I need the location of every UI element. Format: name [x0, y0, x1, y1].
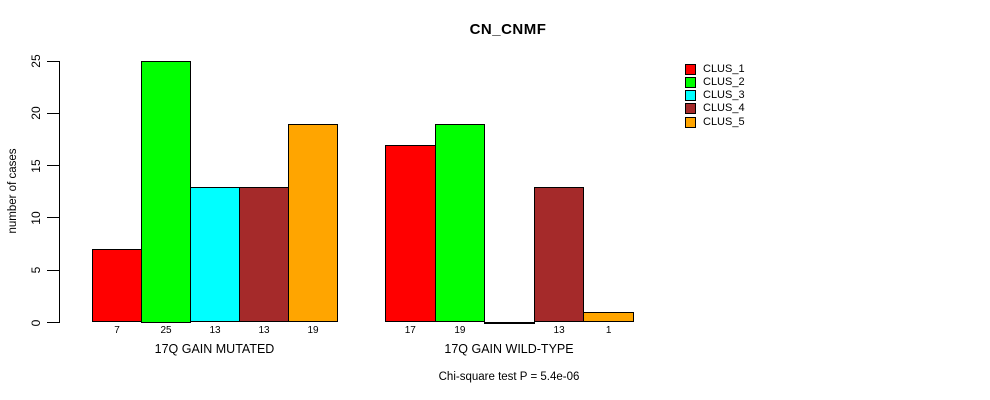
legend-swatch-clus_4: [685, 103, 696, 115]
category-label-mutated: 17Q GAIN MUTATED: [154, 342, 275, 356]
bar-value-label: 25: [160, 325, 172, 336]
y-tick-mark: [47, 322, 59, 323]
bar-clus_2-group2: [434, 123, 486, 323]
bar-value-label: 13: [258, 325, 270, 336]
legend-swatch-clus_5: [685, 116, 696, 128]
legend-label: CLUS_3: [703, 89, 745, 102]
bar-value-label: 13: [553, 325, 565, 336]
y-tick-mark: [47, 269, 59, 271]
bar-clus_2-group1: [141, 61, 191, 323]
y-tick-label: 5: [29, 266, 43, 274]
legend-label: CLUS_1: [703, 62, 745, 75]
y-tick-mark: [47, 217, 59, 219]
y-tick-label: 25: [29, 54, 43, 68]
category-label-wild-type: 17Q GAIN WILD-TYPE: [444, 342, 574, 356]
bar-value-label: 17: [404, 325, 416, 336]
bar-clus_3-group1: [190, 186, 240, 323]
bar-value-label: 19: [454, 325, 466, 336]
legend-label: CLUS_4: [703, 102, 745, 115]
bar-value-label: 13: [209, 325, 221, 336]
y-tick-mark: [47, 60, 59, 62]
bar-clus_4-group2: [533, 186, 585, 323]
y-tick-label: 20: [29, 106, 43, 120]
y-tick-label: 0: [29, 319, 43, 326]
bar-clus_5-group1: [288, 123, 338, 323]
y-axis-line: [59, 61, 60, 323]
chi-square-annotation: Chi-square test P = 5.4e-06: [438, 371, 580, 383]
legend-label: CLUS_2: [703, 75, 745, 88]
y-tick-label: 15: [29, 158, 43, 173]
bar-clus_5-group2: [583, 312, 634, 323]
y-tick-mark: [47, 165, 59, 167]
bar-value-label: 7: [114, 325, 120, 336]
legend-label: CLUS_5: [703, 115, 745, 128]
bar-clus_3-group2: [484, 321, 535, 324]
bar-value-label: 19: [307, 325, 319, 336]
legend-swatch-clus_3: [685, 90, 696, 102]
chart-title: CN_CNMF: [469, 21, 547, 38]
bar-clus_1-group1: [92, 249, 142, 323]
bar-value-label: 1: [605, 325, 612, 336]
y-tick-label: 10: [29, 211, 43, 225]
bar-clus_1-group2: [385, 144, 436, 323]
y-tick-mark: [47, 112, 59, 114]
bar-clus_4-group1: [239, 186, 289, 323]
legend-swatch-clus_2: [685, 76, 696, 88]
legend-swatch-clus_1: [685, 63, 696, 75]
